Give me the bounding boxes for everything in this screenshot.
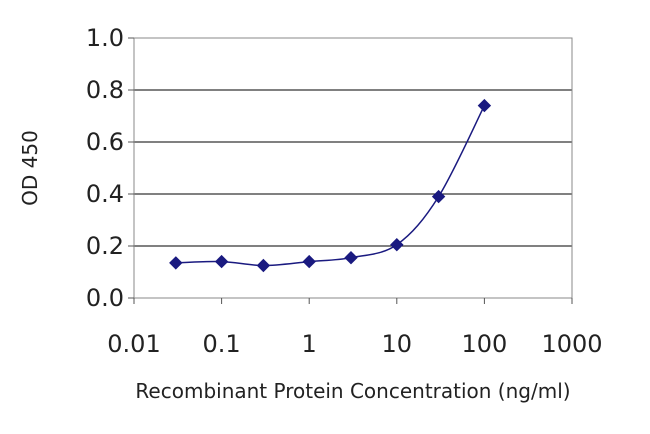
series-layer: [169, 98, 492, 273]
data-point: [431, 189, 446, 204]
y-tick-label: 0.0: [86, 284, 124, 312]
gridlines: [134, 89, 572, 247]
data-point: [302, 254, 316, 269]
x-tick-label: 0.01: [107, 330, 160, 358]
x-tick-label: 1000: [541, 330, 602, 358]
data-point: [344, 250, 358, 265]
y-tick-label: 0.6: [86, 128, 124, 156]
y-axis-label: OD 450: [18, 130, 42, 206]
x-tick-label: 0.1: [203, 330, 241, 358]
data-point: [169, 256, 183, 270]
x-axis: 0.01 0.1 1 10 100 1000: [107, 298, 603, 358]
x-tick-label: 100: [461, 330, 507, 358]
y-tick-label: 1.0: [86, 24, 124, 52]
y-tick-label: 0.2: [86, 232, 124, 260]
x-tick-label: 10: [382, 330, 413, 358]
x-axis-label: Recombinant Protein Concentration (ng/ml…: [135, 379, 570, 403]
y-axis: 0.0 0.2 0.4 0.6 0.8 1.0: [86, 24, 134, 312]
data-point: [256, 258, 271, 273]
y-tick-label: 0.8: [86, 76, 124, 104]
data-point: [477, 98, 492, 113]
data-point: [214, 254, 229, 269]
x-tick-label: 1: [302, 330, 317, 358]
plot-border: [133, 37, 573, 299]
data-point: [390, 237, 404, 252]
y-tick-label: 0.4: [86, 180, 124, 208]
